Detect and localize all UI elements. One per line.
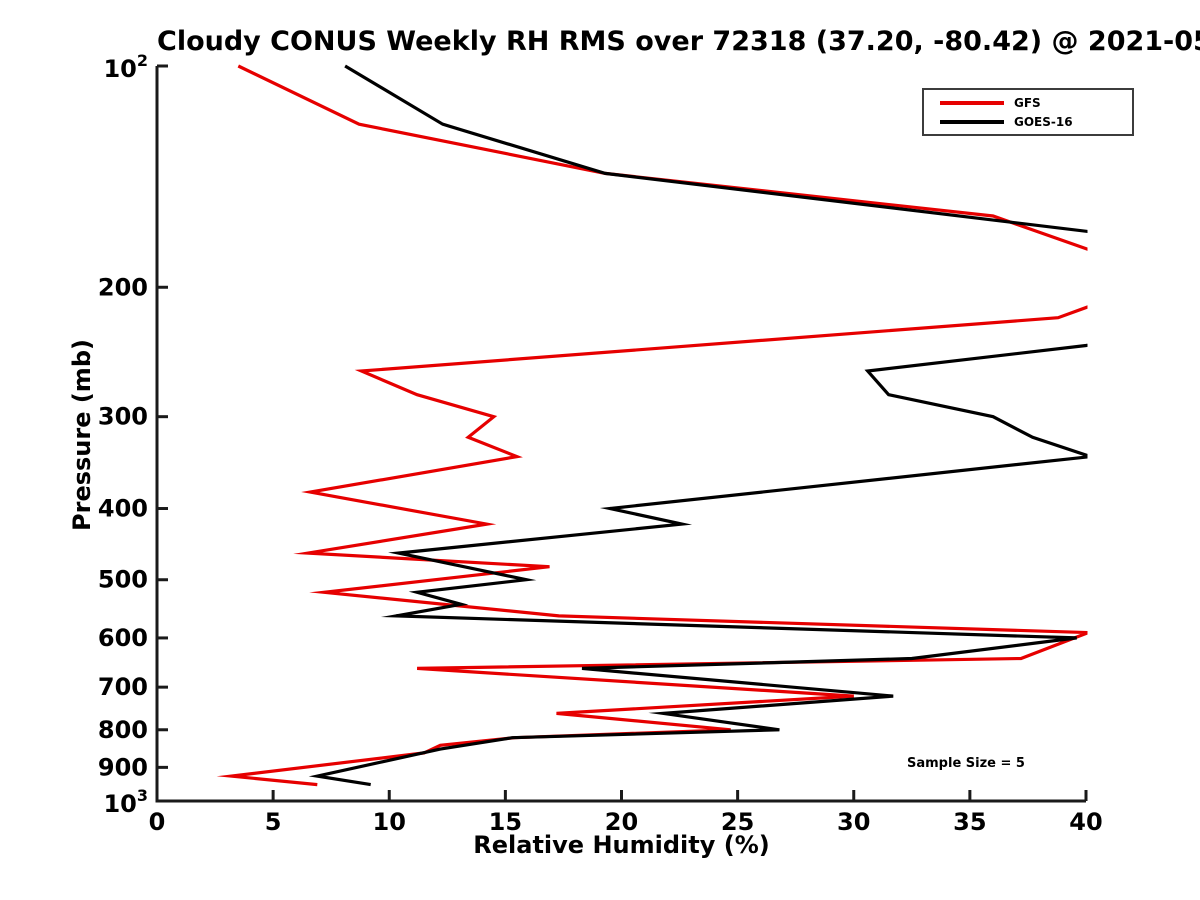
goes16-line-swatch — [940, 119, 1004, 124]
legend-item-gfs: GFS — [924, 96, 1132, 110]
y-tick-label: 500 — [98, 566, 148, 594]
y-tick-label: 400 — [98, 495, 148, 523]
x-axis-label: Relative Humidity (%) — [473, 831, 770, 859]
sample-size-annotation: Sample Size = 5 — [907, 756, 1025, 771]
y-tick-label: 800 — [98, 716, 148, 744]
legend-item-goes16: GOES-16 — [924, 115, 1132, 129]
legend-label-goes16: GOES-16 — [1014, 114, 1073, 129]
chart-title: Cloudy CONUS Weekly RH RMS over 72318 (3… — [157, 26, 1200, 57]
y-tick-label: 900 — [98, 753, 148, 781]
y-tick-label: 102 — [103, 51, 148, 83]
x-tick-label: 25 — [721, 808, 754, 836]
y-tick-label: 300 — [98, 403, 148, 431]
y-tick-label: 103 — [103, 786, 148, 818]
x-tick-label: 30 — [837, 808, 870, 836]
y-axis-label: Pressure (mb) — [68, 339, 96, 531]
gfs-line-swatch — [940, 100, 1004, 105]
x-tick-label: 15 — [489, 808, 522, 836]
x-tick-label: 5 — [265, 808, 282, 836]
y-tick-label: 700 — [98, 673, 148, 701]
y-tick-label: 600 — [98, 624, 148, 652]
x-tick-label: 20 — [605, 808, 638, 836]
legend: GFS GOES-16 — [922, 88, 1134, 136]
goes-16-line — [308, 64, 1088, 787]
x-tick-label: 35 — [953, 808, 986, 836]
x-tick-label: 40 — [1069, 808, 1102, 836]
x-tick-label: 10 — [373, 808, 406, 836]
legend-label-gfs: GFS — [1014, 95, 1041, 110]
x-tick-label: 0 — [149, 808, 166, 836]
y-tick-label: 200 — [98, 273, 148, 301]
